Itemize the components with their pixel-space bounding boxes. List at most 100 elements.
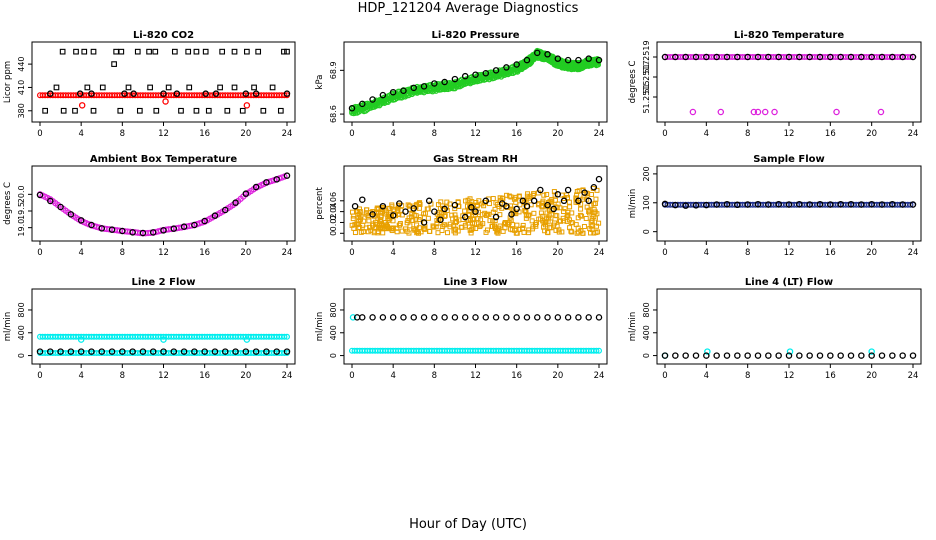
data-point [360, 229, 366, 235]
data-point [119, 227, 126, 235]
data-point [252, 183, 260, 191]
data-point [36, 348, 44, 355]
data-point [661, 352, 669, 359]
data-point [284, 48, 290, 55]
data-point [77, 336, 85, 343]
data-point [385, 217, 391, 223]
data-point [889, 352, 896, 359]
plot-area [348, 47, 603, 117]
data-point [578, 228, 584, 234]
data-point [369, 314, 376, 321]
data-point [160, 227, 167, 234]
x-tick-label: 20 [552, 371, 563, 381]
data-point [538, 210, 544, 216]
data-point [523, 215, 529, 221]
data-point [359, 100, 366, 108]
x-tick-label: 0 [662, 129, 667, 139]
data-point [244, 48, 250, 55]
y-tick-label: 0.02 [329, 214, 338, 232]
y-tick-label: 20.0 [17, 185, 26, 203]
data-point [42, 107, 48, 114]
data-point [575, 314, 582, 321]
data-point [513, 314, 520, 321]
data-point [431, 314, 438, 321]
data-point [536, 216, 542, 222]
x-tick-label: 12 [470, 248, 481, 258]
data-point [554, 191, 562, 198]
data-point [365, 229, 371, 235]
y-axis-label: ml/min [628, 312, 638, 342]
x-tick-label: 24 [594, 248, 605, 258]
data-point [59, 48, 66, 55]
x-tick-label: 4 [704, 248, 709, 258]
data-point [370, 222, 376, 228]
data-point [521, 199, 527, 205]
data-point [469, 227, 475, 233]
data-point [816, 53, 824, 61]
data-point [536, 201, 542, 207]
y-axis-label: ml/min [3, 312, 13, 342]
data-point [243, 336, 251, 343]
data-point [530, 197, 538, 205]
data-point [77, 348, 85, 355]
x-tick-label: 4 [704, 371, 709, 381]
data-point [909, 201, 917, 208]
data-point [465, 217, 471, 223]
plot-area [349, 175, 603, 236]
y-axis-label: percent [315, 187, 325, 220]
data-point [430, 223, 436, 229]
data-point [396, 200, 403, 207]
data-point [765, 53, 772, 61]
data-point [548, 225, 554, 231]
plot-area [661, 53, 917, 116]
data-point [354, 220, 360, 226]
data-point [438, 199, 444, 205]
x-tick-label: 8 [432, 129, 437, 139]
data-point [113, 48, 120, 55]
data-point [389, 212, 397, 219]
data-point [380, 230, 386, 236]
data-point [585, 314, 592, 321]
data-point [504, 192, 510, 198]
data-point [734, 201, 741, 209]
data-point [868, 348, 875, 355]
data-point [415, 230, 421, 236]
x-tick-label: 16 [199, 371, 210, 381]
data-point [263, 179, 270, 186]
data-point [578, 206, 584, 212]
plot-area [349, 314, 603, 354]
data-point [490, 218, 496, 224]
y-tick-label: 0.06 [329, 192, 338, 210]
plot-area [36, 48, 291, 114]
data-point [847, 200, 855, 208]
data-point [734, 352, 741, 359]
data-point [350, 216, 356, 222]
data-point [283, 172, 291, 179]
data-point [785, 201, 793, 208]
x-tick-label: 8 [745, 248, 750, 258]
data-point [349, 222, 355, 228]
data-point [173, 90, 181, 97]
data-point [379, 202, 387, 210]
y-tick-label: 0 [642, 353, 651, 358]
data-point [81, 48, 88, 55]
data-point [67, 348, 75, 355]
data-point [482, 314, 490, 321]
y-tick-label: 51.2515 [642, 80, 651, 113]
data-point [513, 61, 520, 68]
x-tick-label: 12 [470, 129, 481, 139]
data-point [591, 207, 597, 213]
data-point [868, 200, 875, 208]
data-point [775, 352, 782, 359]
data-point [99, 84, 106, 91]
data-point [451, 75, 459, 83]
data-point [420, 83, 428, 90]
data-point [130, 90, 137, 97]
data-point [503, 64, 510, 71]
data-point [90, 48, 97, 55]
y-tick-label: 800 [642, 302, 651, 317]
data-point [283, 348, 291, 355]
data-point [569, 229, 575, 235]
data-point [88, 221, 95, 229]
data-point [579, 213, 585, 219]
